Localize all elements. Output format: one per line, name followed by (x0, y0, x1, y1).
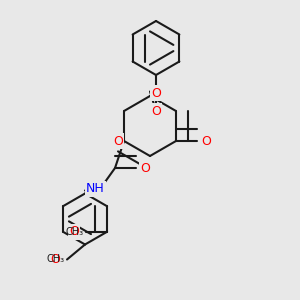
Text: O: O (50, 253, 60, 266)
Text: O: O (201, 134, 211, 148)
Text: O: O (69, 225, 79, 238)
Text: O: O (151, 104, 161, 118)
Text: NH: NH (86, 182, 105, 196)
Text: O: O (151, 86, 161, 100)
Text: O: O (113, 134, 123, 148)
Text: CH₃: CH₃ (46, 254, 64, 265)
Text: O: O (140, 161, 150, 175)
Text: CH₃: CH₃ (65, 227, 83, 237)
